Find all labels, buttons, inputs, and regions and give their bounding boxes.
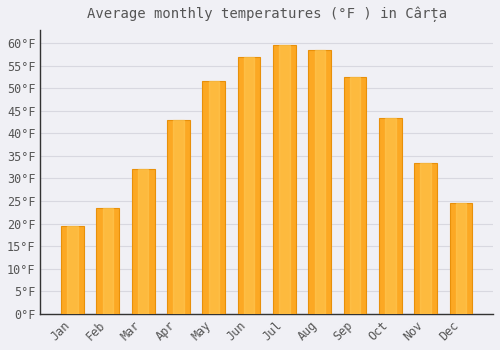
Bar xyxy=(173,120,184,314)
Bar xyxy=(314,50,325,314)
Bar xyxy=(420,163,431,314)
Bar xyxy=(350,77,360,314)
Bar xyxy=(308,50,331,314)
Bar xyxy=(96,208,119,314)
Bar xyxy=(379,118,402,314)
Title: Average monthly temperatures (°F ) in Cârța: Average monthly temperatures (°F ) in Câ… xyxy=(86,7,446,22)
Bar xyxy=(67,226,78,314)
Bar xyxy=(138,169,148,314)
Bar xyxy=(132,169,154,314)
Bar xyxy=(202,82,225,314)
Bar xyxy=(208,82,219,314)
Bar xyxy=(244,57,254,314)
Bar xyxy=(344,77,366,314)
Bar xyxy=(238,57,260,314)
Bar xyxy=(273,46,296,314)
Bar xyxy=(279,46,289,314)
Bar xyxy=(61,226,84,314)
Bar xyxy=(385,118,396,314)
Bar xyxy=(167,120,190,314)
Bar xyxy=(450,203,472,314)
Bar xyxy=(456,203,466,314)
Bar xyxy=(102,208,113,314)
Bar xyxy=(414,163,437,314)
